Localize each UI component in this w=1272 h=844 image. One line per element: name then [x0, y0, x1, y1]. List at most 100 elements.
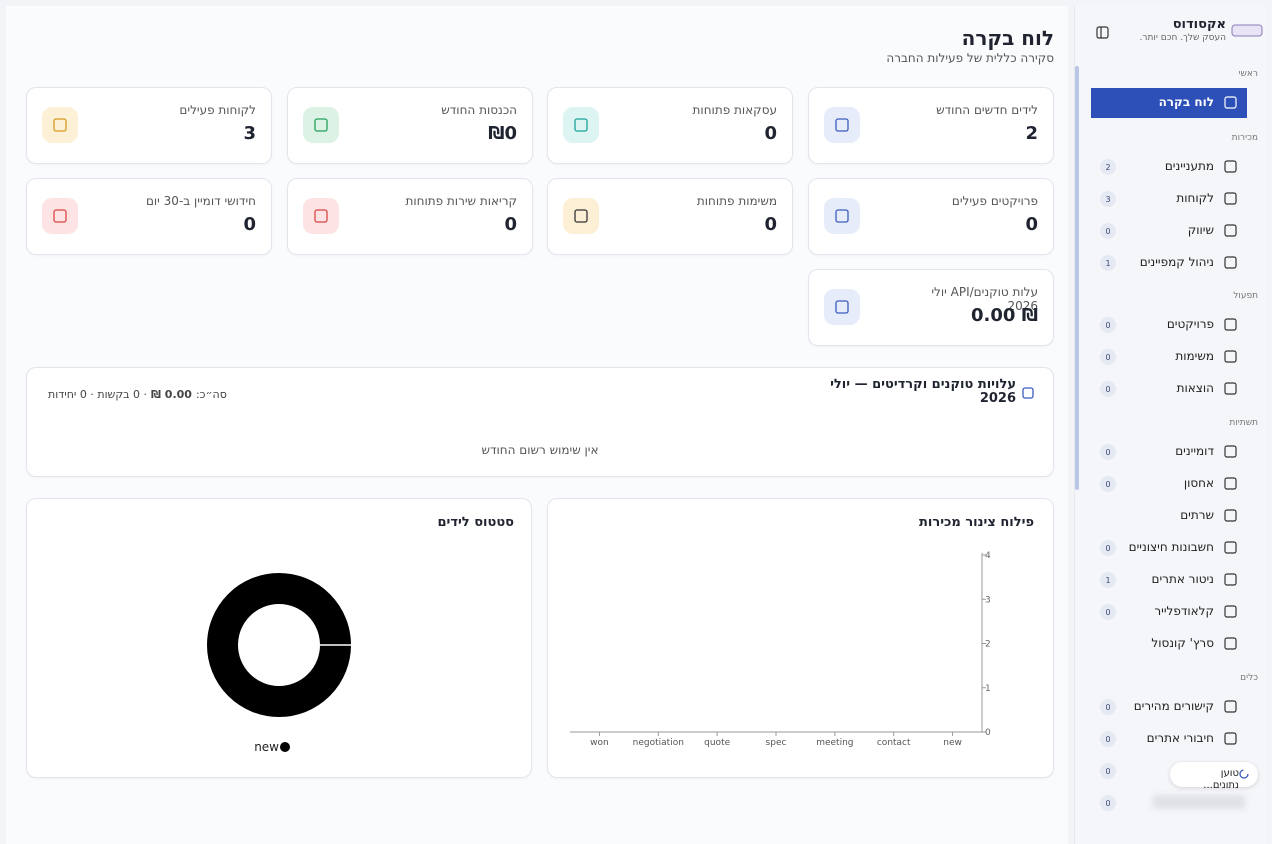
nav-icon	[1224, 160, 1237, 173]
stat-icon-glyph	[835, 209, 849, 223]
usage-total-part: 0.00 ₪	[151, 388, 192, 401]
stat-value: 3	[243, 123, 256, 144]
nav-badge-count: 3	[1105, 195, 1110, 204]
stat-icon	[824, 289, 860, 325]
y-tick-label: 4	[985, 551, 991, 561]
nav-icon	[1224, 96, 1237, 109]
nav-item-label[interactable]: משימות	[1175, 349, 1214, 363]
nav-item-label[interactable]: דומיינים	[1175, 444, 1214, 458]
x-tick-label: new	[943, 738, 962, 748]
nav-icon	[1224, 573, 1237, 586]
nav-badge	[1100, 191, 1116, 207]
nav-item-label[interactable]: מתעניינים	[1164, 159, 1214, 173]
stat-label: עלות טוקנים/API יולי 2026	[931, 285, 1038, 313]
nav-item-label[interactable]: חשבונות חיצוניים	[1128, 540, 1214, 554]
stat-value: ₪ 0.00	[971, 305, 1038, 326]
nav-icon	[1224, 382, 1237, 395]
page-title: לוח בקרה	[961, 26, 1054, 50]
nav-icon	[1224, 445, 1237, 458]
nav-item-label[interactable]: לוח בקרה	[1158, 95, 1214, 109]
nav-badge	[1100, 476, 1116, 492]
stat-icon-glyph	[53, 209, 67, 223]
nav-icon	[1224, 732, 1237, 745]
stat-icon	[563, 198, 599, 234]
stat-icon-glyph	[314, 209, 328, 223]
nav-section-title: ראשי	[1238, 69, 1259, 79]
nav-badge-count: 0	[1105, 767, 1110, 776]
y-tick-label: 0	[985, 728, 991, 738]
stat-icon-glyph	[835, 118, 849, 132]
stat-value: 0	[243, 214, 256, 235]
nav-badge-count: 2	[1105, 163, 1110, 172]
nav-item-label[interactable]: ניהול קמפיינים	[1139, 255, 1214, 269]
nav-badge-count: 0	[1105, 227, 1110, 236]
nav-item-label[interactable]: קלאודפלייר	[1154, 604, 1214, 618]
nav-item-label[interactable]: שרתים	[1180, 508, 1214, 522]
status-title: סטטוס לידים	[437, 515, 514, 530]
y-tick-label: 3	[985, 595, 991, 605]
nav-badge	[1100, 317, 1116, 333]
nav-item-label[interactable]: חיבורי אתרים	[1146, 731, 1214, 745]
toast-spinner	[1239, 769, 1249, 779]
pipeline-panel	[547, 498, 1054, 778]
stat-label: עסקאות פתוחות	[692, 103, 777, 117]
nav-item-label[interactable]: קישורים מהירים	[1133, 699, 1214, 713]
nav-section-title: תפעול	[1233, 291, 1258, 301]
nav-badge-count: 1	[1105, 259, 1110, 268]
nav-badge-count: 0	[1105, 321, 1110, 330]
blur-mask	[1153, 795, 1245, 809]
collapse-icon[interactable]	[1096, 26, 1109, 39]
toast-text: טוען נתונים...	[1203, 768, 1239, 791]
nav-item-label[interactable]: פרויקטים	[1166, 317, 1214, 331]
nav-item-label[interactable]: הוצאות	[1176, 381, 1214, 395]
stat-label: לידים חדשים החודש	[936, 103, 1038, 117]
nav-badge-count: 1	[1105, 576, 1110, 585]
pipeline-title: פילוח צינור מכירות	[919, 515, 1034, 530]
nav-badge	[1100, 223, 1116, 239]
nav-badge	[1100, 381, 1116, 397]
stat-label: פרויקטים פעילים	[951, 194, 1038, 208]
nav-badge-count: 0	[1105, 448, 1110, 457]
stat-icon	[42, 198, 78, 234]
nav-item-label[interactable]: שיווק	[1187, 223, 1214, 237]
stat-value: ₪0	[488, 123, 517, 144]
nav-badge-count: 0	[1105, 608, 1110, 617]
usage-total-part: · 0 בקשות · 0 יחידות	[48, 388, 148, 401]
nav-item-label[interactable]: סרץ' קונסול	[1151, 636, 1214, 650]
stat-icon-glyph	[574, 209, 588, 223]
nav-badge	[1100, 795, 1116, 811]
legend-label: new	[254, 740, 279, 754]
nav-icon	[1224, 224, 1237, 237]
nav-icon	[1224, 637, 1237, 650]
nav-badge	[1100, 763, 1116, 779]
logo	[1231, 24, 1263, 37]
stat-icon	[303, 107, 339, 143]
nav-badge	[1100, 731, 1116, 747]
nav-badge-count: 0	[1105, 385, 1110, 394]
stat-value: 0	[504, 214, 517, 235]
nav-icon	[1224, 605, 1237, 618]
stat-label: קריאות שירות פתוחות	[405, 194, 517, 208]
nav-badge	[1100, 255, 1116, 271]
usage-title: עלויות טוקנים וקרדיטים — יולי 2026	[830, 377, 1016, 406]
brand-name: אקסודוס	[1172, 17, 1226, 32]
stat-label: משימות פתוחות	[696, 194, 777, 208]
nav-section-title: מכירות	[1231, 133, 1258, 143]
nav-item-label[interactable]: לקוחות	[1176, 191, 1214, 205]
usage-total-part: סה״כ:	[195, 388, 227, 401]
status-panel	[26, 498, 532, 778]
x-tick-label: won	[590, 738, 609, 748]
stat-value: 0	[764, 123, 777, 144]
nav-item-label[interactable]: אחסון	[1183, 476, 1214, 490]
nav-icon	[1224, 509, 1237, 522]
nav-section-title: תשתיות	[1229, 418, 1258, 428]
nav-badge-count: 0	[1105, 544, 1110, 553]
nav-badge	[1100, 699, 1116, 715]
x-tick-label: negotiation	[633, 738, 684, 748]
nav-item-active[interactable]	[1091, 88, 1247, 118]
nav-badge	[1100, 540, 1116, 556]
nav-item-label[interactable]: ניטור אתרים	[1151, 572, 1214, 586]
nav-icon	[1224, 256, 1237, 269]
